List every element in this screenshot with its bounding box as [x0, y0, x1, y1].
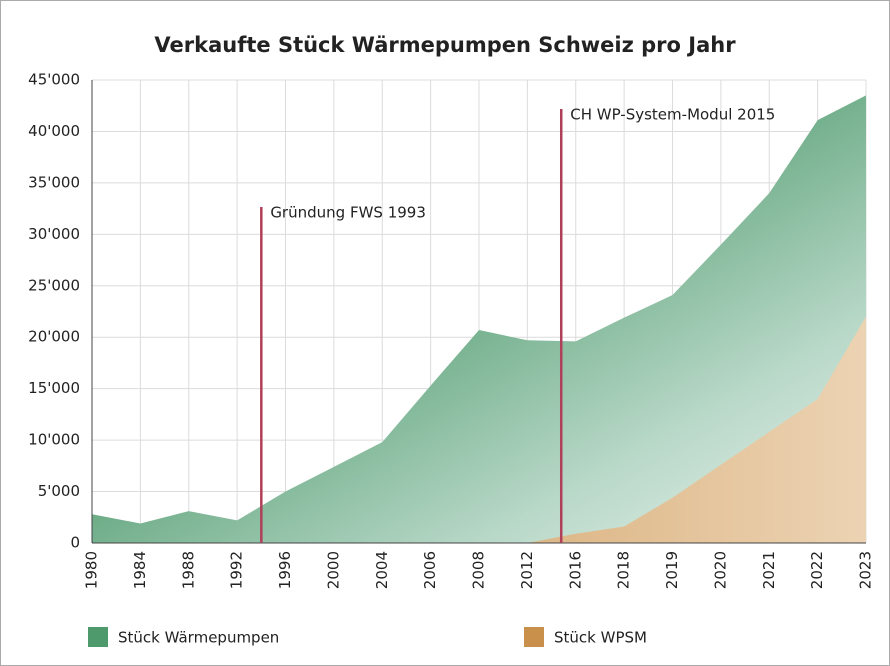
chart-title: Verkaufte Stück Wärmepumpen Schweiz pro …: [154, 33, 736, 57]
y-tick-label: 30'000: [28, 225, 80, 243]
annotation-text: CH WP-System-Modul 2015: [570, 106, 775, 124]
y-tick-label: 0: [70, 534, 80, 552]
y-tick-label: 45'000: [28, 71, 80, 89]
x-tick-label: 2004: [373, 551, 391, 589]
y-tick-label: 5'000: [38, 482, 80, 500]
legend-label: Stück Wärmepumpen: [118, 629, 279, 647]
y-tick-label: 25'000: [28, 276, 80, 294]
x-tick-label: 2018: [615, 551, 633, 589]
x-tick-label: 2022: [808, 551, 826, 589]
x-tick-label: 1992: [228, 551, 246, 589]
legend-swatch: [524, 627, 544, 647]
legend-label: Stück WPSM: [554, 629, 647, 647]
x-tick-label: 2021: [760, 551, 778, 589]
x-tick-label: 1980: [83, 551, 101, 589]
annotation-text: Gründung FWS 1993: [270, 204, 426, 222]
x-tick-label: 1984: [131, 551, 149, 589]
x-tick-label: 1988: [179, 551, 197, 589]
y-tick-label: 20'000: [28, 328, 80, 346]
y-tick-label: 10'000: [28, 431, 80, 449]
y-tick-label: 40'000: [28, 122, 80, 140]
area: [92, 316, 866, 543]
x-tick-label: 2020: [711, 551, 729, 589]
x-tick-label: 1996: [276, 551, 294, 589]
y-tick-label: 15'000: [28, 379, 80, 397]
x-tick-label: 2016: [566, 551, 584, 589]
area: [92, 95, 866, 543]
y-tick-label: 35'000: [28, 173, 80, 191]
x-tick-label: 2008: [470, 551, 488, 589]
x-tick-label: 2012: [518, 551, 536, 589]
legend-swatch: [88, 627, 108, 647]
x-tick-label: 2019: [663, 551, 681, 589]
x-tick-label: 2023: [857, 551, 875, 589]
x-tick-label: 2000: [324, 551, 342, 589]
x-tick-label: 2006: [421, 551, 439, 589]
